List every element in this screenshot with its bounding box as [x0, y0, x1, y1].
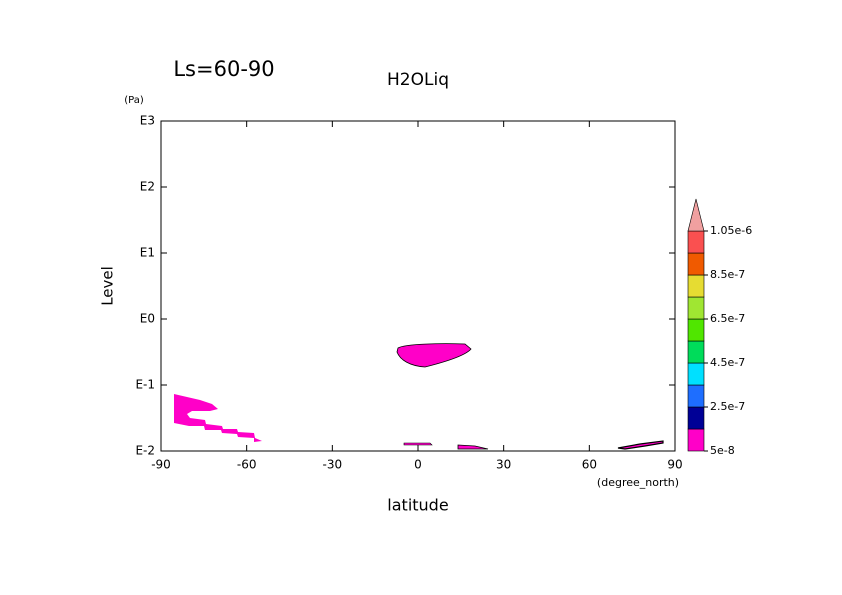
colorbar-label: 2.5e-7	[710, 400, 745, 413]
y-tick-label: E3	[140, 114, 155, 128]
x-tick-label: -60	[237, 458, 257, 472]
colorbar-box	[687, 274, 705, 298]
colorbar-box	[687, 252, 705, 276]
colorbar-box	[687, 428, 705, 452]
plot-frame	[160, 120, 676, 452]
colorbar-box	[687, 296, 705, 320]
colorbar-box	[687, 230, 705, 254]
contour-region	[403, 442, 433, 446]
x-unit: (degree_north)	[597, 476, 679, 489]
contour-region	[457, 444, 489, 450]
colorbar-label: 1.05e-6	[710, 224, 752, 237]
colorbar-label: 4.5e-7	[710, 356, 745, 369]
x-tick-label: -30	[323, 458, 343, 472]
y-axis-label: Level	[99, 266, 117, 306]
x-tick-label: 0	[414, 458, 422, 472]
colorbar-box	[687, 406, 705, 430]
x-tick-label: 60	[582, 458, 597, 472]
contour-region	[617, 440, 664, 450]
colorbar-box	[687, 340, 705, 364]
contour-region	[396, 343, 472, 368]
y-tick-label: E0	[140, 312, 155, 326]
contours	[174, 343, 664, 450]
colorbar-label: 6.5e-7	[710, 312, 745, 325]
colorbar-label: 5e-8	[710, 444, 735, 457]
y-tick-label: E2	[140, 180, 155, 194]
colorbar-label: 8.5e-7	[710, 268, 745, 281]
colorbar-box	[687, 384, 705, 408]
annotation: Ls=60-90	[173, 57, 274, 81]
x-tick-label: 30	[496, 458, 511, 472]
y-tick-label: E1	[140, 246, 155, 260]
contour-region	[174, 394, 262, 442]
chart-title: H2OLiq	[387, 70, 449, 90]
colorbar-box	[687, 318, 705, 342]
y-tick-label: E-1	[135, 378, 155, 392]
y-unit: (Pa)	[124, 95, 144, 106]
x-tick-label: -90	[151, 458, 171, 472]
x-tick-label: 90	[667, 458, 682, 472]
x-axis-label: latitude	[387, 496, 448, 515]
colorbar-box	[687, 362, 705, 386]
colorbar-over	[687, 198, 705, 232]
y-tick-label: E-2	[135, 444, 155, 458]
